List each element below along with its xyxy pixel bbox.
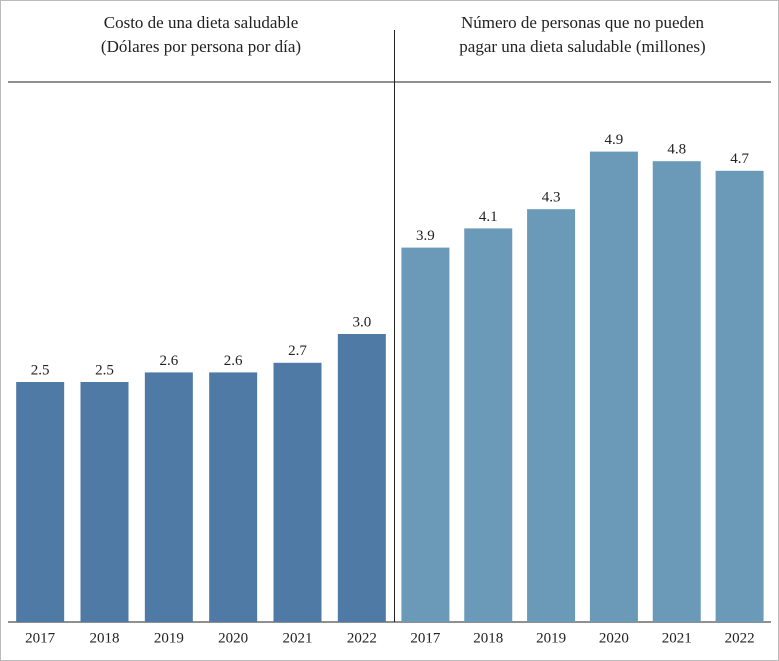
value-label: 4.1 bbox=[479, 209, 498, 225]
x-tick-label: 2017 bbox=[25, 630, 56, 646]
value-label: 2.5 bbox=[31, 362, 50, 378]
x-tick-label: 2019 bbox=[536, 630, 566, 646]
value-label: 4.3 bbox=[542, 190, 561, 206]
bar bbox=[144, 372, 193, 622]
value-label: 4.9 bbox=[605, 132, 624, 148]
value-label: 4.8 bbox=[667, 142, 686, 158]
bar bbox=[337, 334, 386, 622]
x-tick-label: 2017 bbox=[410, 630, 441, 646]
panel-title: Costo de una dieta saludable bbox=[104, 13, 299, 32]
value-label: 2.5 bbox=[95, 362, 114, 378]
bar bbox=[527, 209, 576, 622]
x-tick-label: 2020 bbox=[218, 630, 248, 646]
bar bbox=[401, 247, 450, 622]
x-tick-label: 2022 bbox=[347, 630, 377, 646]
value-label: 2.6 bbox=[159, 353, 178, 369]
bar bbox=[209, 372, 258, 622]
x-tick-label: 2021 bbox=[283, 630, 313, 646]
x-tick-label: 2021 bbox=[662, 630, 692, 646]
bar bbox=[715, 170, 764, 623]
panel-title: (Dólares por persona por día) bbox=[101, 37, 301, 56]
bar bbox=[80, 382, 129, 622]
x-tick-label: 2018 bbox=[473, 630, 503, 646]
x-tick-label: 2019 bbox=[154, 630, 184, 646]
value-label: 2.7 bbox=[288, 343, 307, 359]
bar bbox=[273, 362, 322, 622]
x-tick-label: 2022 bbox=[725, 630, 755, 646]
value-label: 4.7 bbox=[730, 151, 749, 167]
bar bbox=[589, 151, 638, 622]
panel-title: pagar una dieta saludable (millones) bbox=[459, 37, 705, 56]
value-label: 3.9 bbox=[416, 228, 435, 244]
value-label: 3.0 bbox=[352, 314, 371, 330]
bar bbox=[652, 161, 701, 622]
value-label: 2.6 bbox=[224, 353, 243, 369]
bar bbox=[464, 228, 513, 622]
bar bbox=[16, 382, 65, 622]
x-tick-label: 2018 bbox=[90, 630, 120, 646]
panel-title: Número de personas que no pueden bbox=[461, 13, 705, 32]
x-tick-label: 2020 bbox=[599, 630, 629, 646]
